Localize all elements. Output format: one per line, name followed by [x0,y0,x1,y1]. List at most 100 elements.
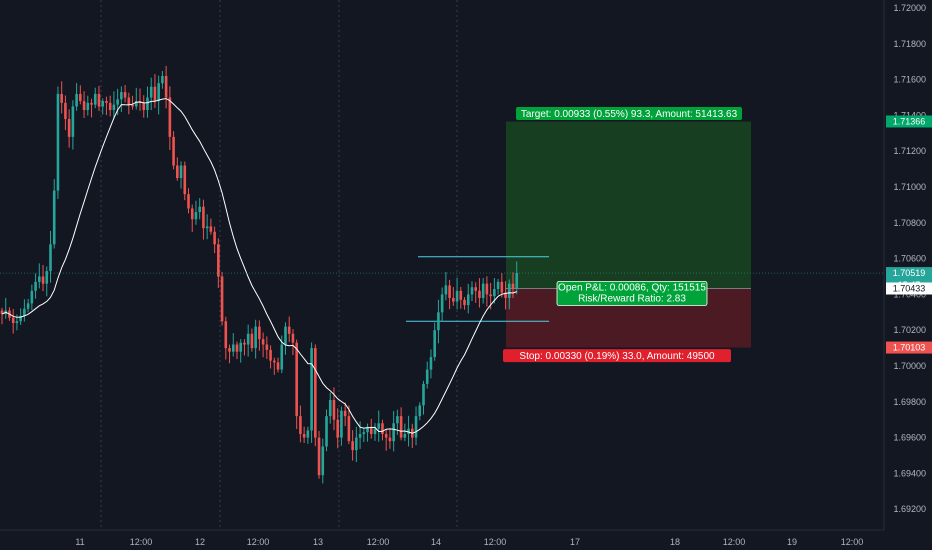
stop-label-text: Stop: 0.00330 (0.19%) 33.0, Amount: 4950… [519,351,715,362]
price-tick-label: 1.71800 [893,39,926,49]
time-axis[interactable]: 11 12:00 12 12:00 13 12:00 14 12:00 17 18 12:00 19 1… [75,537,863,547]
candle-body [407,428,410,435]
candle-body [194,212,198,220]
candles [0,65,519,484]
candle-body [15,321,19,324]
price-tick-label: 1.69200 [893,504,926,514]
price-tick-label: 1.70200 [893,325,926,335]
candle-body [205,226,209,229]
candle-body [504,292,507,298]
candle-body [291,333,295,343]
candle-body [440,294,444,313]
price-tick-label: 1.71400 [893,110,926,120]
candle-body [190,208,194,220]
time-tick-label: 13 [313,537,323,547]
candle-body [254,326,257,349]
stop-label-bg [503,349,731,363]
candle-body [198,206,201,213]
position-labels: Target: 0.00933 (0.55%) 93.3, Amount: 51… [503,106,742,363]
candle-body [49,244,52,272]
candle-body [75,93,78,107]
candle-body [157,83,160,102]
candle-body [153,86,157,102]
candle-body [306,430,310,438]
candle-body [71,106,75,137]
pnl-label-bg [556,281,708,306]
price-badge-label: 1.71366 [893,116,926,126]
price-badge-label: 1.70519 [893,268,926,278]
candle-body [45,271,49,284]
candle-body [41,276,45,284]
candle-body [116,99,119,105]
price-tick-label: 1.71200 [893,146,926,156]
price-tick-label: 1.69600 [893,433,926,443]
pnl-label-text: Risk/Reward Ratio: 2.83 [578,293,686,304]
time-tick-label: 17 [570,537,580,547]
long-position-tool[interactable] [506,121,751,348]
candle-body [280,344,284,370]
range-lines[interactable] [406,256,549,322]
moving-average-line [1,98,517,434]
candle-body [30,290,34,304]
candle-body [448,285,451,298]
candle-body [134,101,138,107]
candle-body [455,290,459,302]
time-tick-label: 11 [75,537,84,547]
price-axis[interactable]: 1.72000 1.71800 1.71600 1.71400 1.71200 1.710… [893,3,926,514]
candle-body [466,294,470,306]
candle-body [239,342,243,352]
candle-body [437,312,440,331]
price-tick-label: 1.69800 [893,397,926,407]
session-gridlines [100,0,458,530]
candle-body [146,97,149,111]
candle-body [377,423,381,429]
candle-body [64,102,67,119]
candle-body [82,101,86,111]
candle-body [396,416,399,424]
candle-body [26,303,30,309]
candle-body [478,290,481,298]
candle-body [493,289,496,297]
candle-body [384,434,388,438]
candle-body [429,357,433,370]
candle-body [373,428,377,435]
candle-body [314,348,317,438]
pnl-label-text: Open P&L: 0.00086, Qty: 151515 [558,282,706,293]
candle-body [149,86,153,98]
candle-body [120,92,123,100]
candle-body [321,446,325,476]
price-tick-label: 1.69400 [893,468,926,478]
target-zone[interactable] [506,121,751,289]
price-tick-label: 1.70800 [893,218,926,228]
candle-body [183,165,187,195]
candle-body [485,283,489,295]
candle-body [302,434,306,438]
candle-body [86,102,90,111]
candle-body [101,101,105,107]
candle-body [459,290,463,300]
candle-body [112,104,116,111]
candle-body [299,416,302,435]
candle-body [217,244,220,277]
candle-body [93,93,97,105]
price-badge [886,282,932,295]
price-badge-label: 1.70103 [893,343,926,353]
candle-body [343,410,347,417]
candle-body [38,276,41,282]
candle-body [224,321,228,349]
candle-body [325,416,328,447]
candle-body [246,333,250,345]
price-tick-label: 1.71600 [893,75,926,85]
target-label-bg [516,106,742,120]
candle-body [272,360,276,363]
time-tick-label: 12:00 [367,537,390,547]
candle-body [511,283,515,290]
price-badge [886,115,932,128]
candle-body [176,165,179,179]
time-tick-label: 12:00 [841,537,864,547]
candle-body [142,102,146,111]
candle-body [470,287,474,295]
